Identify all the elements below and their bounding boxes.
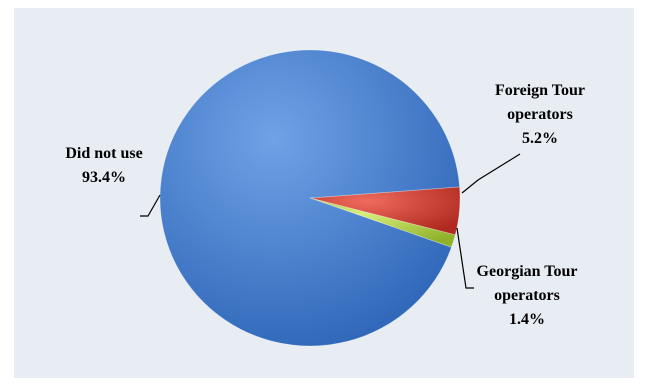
slice-category-label: Foreign Tour [495, 82, 585, 99]
slice-value-label: 5.2% [522, 130, 558, 147]
leader-line [456, 227, 474, 289]
slice-did-not-use [159, 49, 461, 347]
slice-georgian-tour-operators [309, 197, 456, 248]
slice-category-label: Georgian Tour [477, 263, 578, 280]
leader-line [461, 153, 521, 194]
slice-category-label: Did not use [65, 145, 142, 162]
slice-value-label: 1.4% [509, 311, 545, 328]
slice-foreign-tour-operators [309, 186, 461, 236]
label-did-not-use: Did not use 93.4% [65, 145, 142, 186]
slice-category-label: operators [494, 287, 560, 304]
slice-value-label: 93.4% [82, 169, 126, 186]
label-foreign-tour-operators: Foreign Tour operators 5.2% [495, 82, 585, 147]
label-georgian-tour-operators: Georgian Tour operators 1.4% [477, 263, 578, 328]
leader-line [140, 194, 161, 217]
slice-category-label: operators [507, 106, 573, 123]
